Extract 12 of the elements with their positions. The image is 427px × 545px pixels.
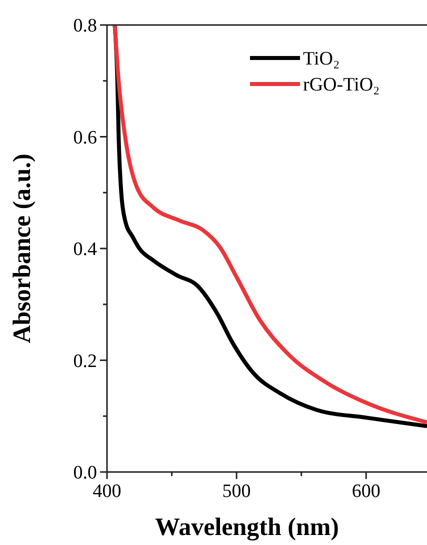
y-axis-title: Absorbance (a.u.)	[9, 154, 36, 344]
y-tick-label: 0.8	[73, 16, 97, 37]
x-tick-label: 400	[92, 481, 122, 502]
x-tick-label: 500	[222, 481, 251, 502]
legend-label: TiO₂	[303, 48, 340, 70]
y-tick-label: 0.2	[73, 350, 97, 372]
x-tick-label: 600	[352, 481, 380, 502]
y-tick-label: 0.4	[73, 239, 98, 260]
x-axis-title: Wavelength (nm)	[154, 514, 340, 541]
legend-label: rGO-TiO₂	[303, 74, 380, 96]
y-tick-label: 0.6	[73, 127, 97, 148]
text: 0.0	[73, 462, 97, 484]
